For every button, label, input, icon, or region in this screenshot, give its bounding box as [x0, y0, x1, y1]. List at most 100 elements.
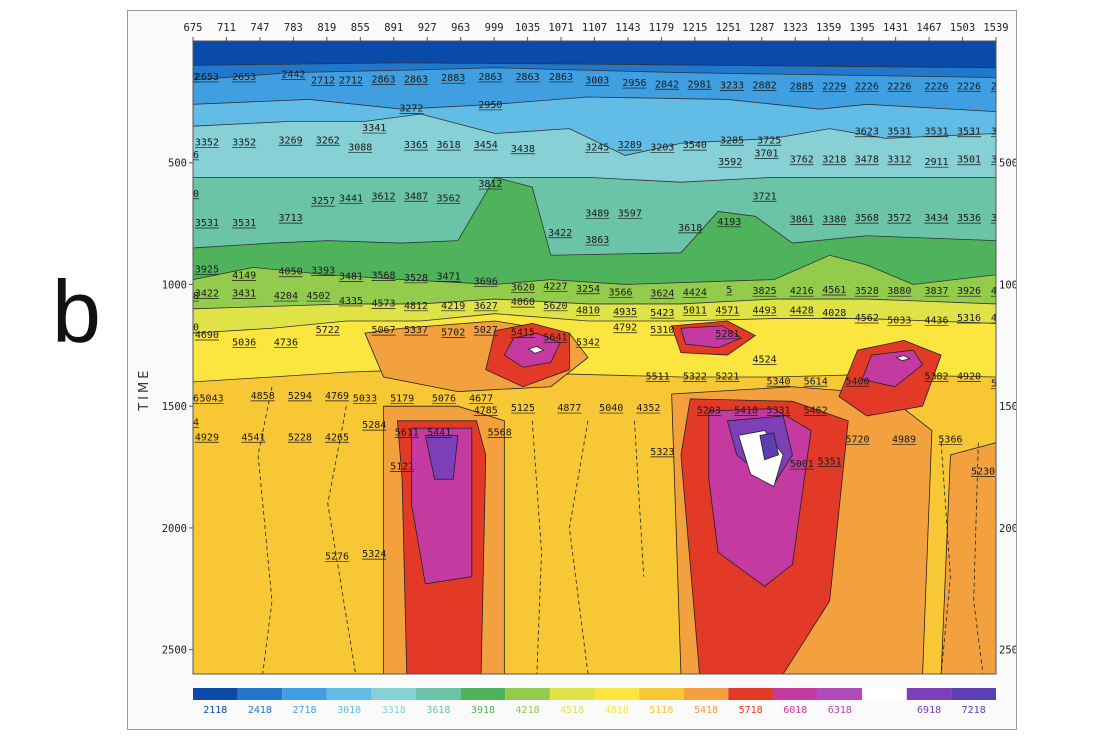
- colorbar-label: 3018: [337, 705, 361, 716]
- value-label: 3562: [437, 194, 461, 205]
- value-label: 4769: [325, 391, 349, 402]
- colorbar-label: 2418: [248, 705, 272, 716]
- colorbar-swatch: [862, 688, 907, 700]
- value-label: 5001: [790, 459, 814, 470]
- value-label: 3088: [348, 143, 372, 154]
- value-label: 3597: [618, 208, 642, 219]
- value-label: 48: [187, 291, 199, 302]
- dashed-contour: [634, 420, 645, 577]
- core-white-center: [527, 346, 545, 354]
- value-label: 3285: [720, 135, 744, 146]
- value-label: 3454: [474, 140, 498, 151]
- x-tick-label: 783: [284, 22, 303, 34]
- value-label: 4792: [613, 323, 637, 334]
- value-label: 3572: [887, 213, 911, 224]
- colorbar-label: 5718: [739, 705, 763, 716]
- value-label: 3592: [718, 157, 742, 168]
- value-label: 3531: [924, 127, 948, 138]
- colorbar-label: 4518: [560, 705, 584, 716]
- value-label: 4060: [511, 297, 535, 308]
- y-tick-label-right: 2500: [999, 645, 1016, 657]
- value-label: 35: [991, 213, 1003, 224]
- value-label: 3254: [576, 284, 600, 295]
- x-tick-label: 1143: [615, 22, 640, 34]
- colorbar-label: 5418: [694, 705, 718, 716]
- colorbar-swatch: [906, 688, 952, 700]
- value-label: 4935: [613, 307, 637, 318]
- colorbar-swatch: [951, 688, 996, 700]
- value-label: 5400: [845, 376, 869, 387]
- colorbar-swatch: [193, 688, 238, 700]
- value-label: 4812: [404, 301, 428, 312]
- colorbar-label: 2718: [292, 705, 316, 716]
- dashed-contour: [973, 442, 984, 674]
- anomaly-magenta-left: [411, 427, 473, 585]
- value-label: 3926: [957, 286, 981, 297]
- anomaly-orange-far: [940, 442, 996, 674]
- value-label: 5040: [599, 403, 623, 414]
- value-label: 4028: [822, 308, 846, 319]
- colorbar-label: 6918: [917, 705, 941, 716]
- value-label: 3003: [585, 76, 609, 87]
- value-label: 4989: [892, 435, 916, 446]
- value-label: 4690: [195, 330, 219, 341]
- value-label: 3880: [887, 286, 911, 297]
- value-label: 5316: [957, 313, 981, 324]
- value-label: 2442: [281, 70, 305, 81]
- value-label: 4502: [306, 291, 330, 302]
- value-label: 3531: [195, 218, 219, 229]
- value-label: 2950: [478, 100, 502, 111]
- value-label: 2882: [753, 80, 777, 91]
- value-label: 2653: [195, 72, 219, 83]
- anomaly-magenta-upper: [680, 325, 743, 349]
- value-label: 3536: [957, 213, 981, 224]
- dashed-contour: [531, 420, 542, 674]
- value-label: 5702: [441, 328, 465, 339]
- value-label: 4573: [371, 298, 395, 309]
- value-label: 5340: [766, 376, 790, 387]
- value-label: 4493: [753, 306, 777, 317]
- value-label: 4424: [683, 287, 707, 298]
- value-label: 4541: [241, 432, 265, 443]
- y-tick-label-right: 2000: [999, 523, 1016, 535]
- value-label: 4050: [279, 267, 303, 278]
- value-label: 5462: [804, 405, 828, 416]
- value-label: 3352: [195, 138, 219, 149]
- value-label: 3531: [232, 218, 256, 229]
- value-label: 4436: [924, 315, 948, 326]
- value-label: 35: [991, 127, 1003, 138]
- x-tick-label: 1503: [950, 22, 975, 34]
- value-label: 3422: [195, 289, 219, 300]
- value-label: 3434: [924, 213, 948, 224]
- value-label: 3528: [404, 273, 428, 284]
- value-label: 4352: [636, 403, 660, 414]
- dashed-contour: [940, 442, 951, 674]
- value-label: 5441: [427, 427, 451, 438]
- colorbar-swatch: [728, 688, 773, 700]
- y-tick-label-left: 500: [168, 158, 187, 170]
- value-label: 4677: [469, 393, 493, 404]
- value-label: 5281: [715, 329, 739, 340]
- colorbar-label: 6318: [828, 705, 852, 716]
- value-label: 2712: [339, 76, 363, 87]
- value-label: 3713: [279, 213, 303, 224]
- colorbar-label: 2118: [203, 705, 227, 716]
- value-label: 5033: [887, 315, 911, 326]
- value-label: 4216: [790, 286, 814, 297]
- value-label: 5418: [734, 405, 758, 416]
- value-label: 4877: [557, 403, 581, 414]
- value-label: 3489: [585, 208, 609, 219]
- value-label: 3620: [511, 283, 535, 294]
- panel-label: b: [52, 262, 101, 361]
- value-label: 5324: [362, 549, 386, 560]
- value-label: 5641: [543, 332, 567, 343]
- value-label: 3365: [404, 140, 428, 151]
- value-label: 5027: [474, 325, 498, 336]
- value-label: 3422: [548, 228, 572, 239]
- x-tick-label: 747: [250, 22, 269, 34]
- value-label: 2226: [855, 82, 879, 93]
- colorbar-swatch: [639, 688, 684, 700]
- value-label: 3568: [371, 270, 395, 281]
- value-label: 2863: [516, 72, 540, 83]
